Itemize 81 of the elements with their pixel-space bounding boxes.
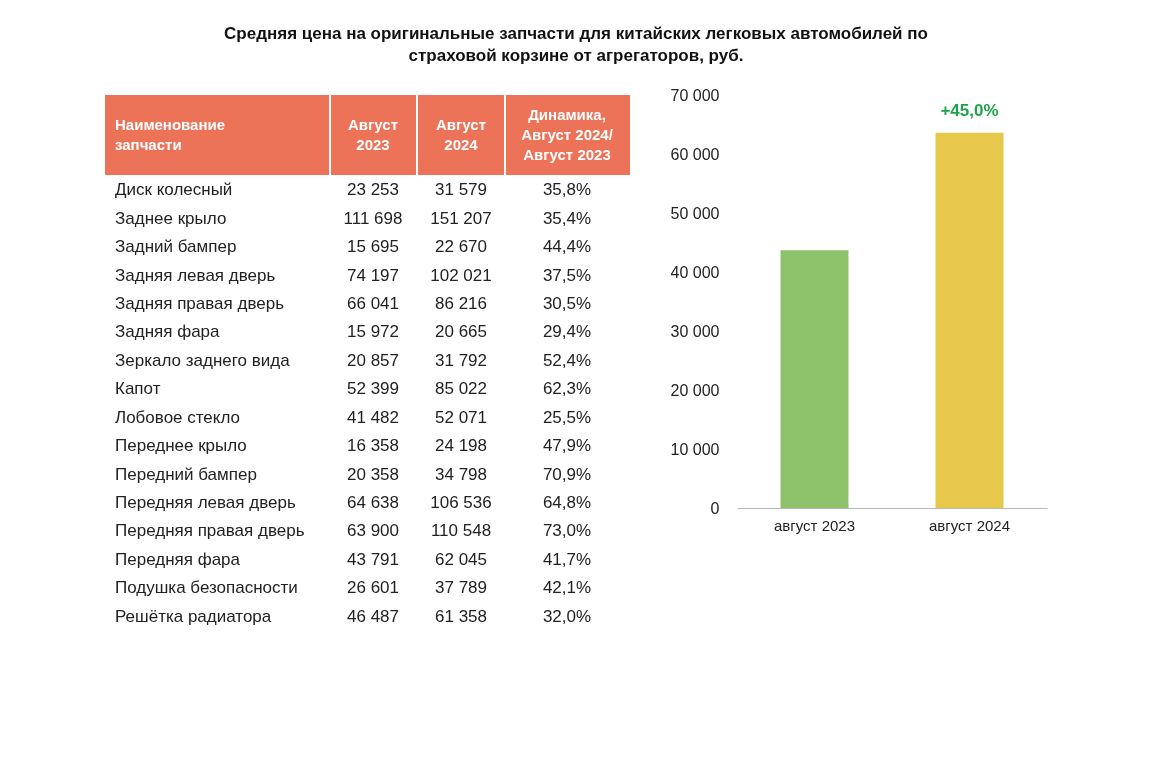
data-label: 47,9% [542,436,592,456]
data-label: 110 548 [430,521,492,541]
data-label: 73,0% [542,521,592,541]
data-label: 25,5% [542,407,592,427]
y-tick-label: 40 000 [670,263,720,281]
data-label: 20 665 [435,322,487,342]
category-label: Диск колесный [115,180,233,200]
data-label: 15 695 [347,237,399,257]
data-label: 102 021 [430,265,492,285]
data-label: 63 900 [347,521,399,541]
y-tick-label: 60 000 [670,145,720,163]
y-tick-label: 70 000 [670,86,720,104]
data-label: 66 041 [347,293,399,313]
category-label: Задняя левая дверь [115,265,276,285]
data-label: 86 216 [435,293,487,313]
category-label: Передний бампер [115,464,257,484]
y-tick-label: 20 000 [670,381,720,399]
data-label: 74 197 [347,265,399,285]
data-label: 62 045 [435,549,487,569]
data-label: 20 358 [347,464,399,484]
data-label: 52 399 [347,379,399,399]
data-label: 64 638 [347,493,399,513]
data-label: 20 857 [347,350,399,370]
category-label: Задняя правая дверь [115,293,285,313]
category-label: Лобовое стекло [115,407,241,427]
data-label: 62,3% [542,379,592,399]
data-label: 111 698 [343,208,403,228]
category-label: Передняя правая дверь [115,521,305,541]
text: Август 2023 [348,116,398,153]
data-label: 52 071 [435,407,487,427]
data-label: 30,5% [542,293,592,313]
data-label: 64,8% [542,493,592,513]
data-label: 31 579 [435,180,487,200]
data-label: 22 670 [435,237,487,257]
data-label: 23 253 [347,180,399,200]
category-label: Зеркало заднего вида [115,350,291,370]
category-label: Передняя левая дверь [115,493,296,513]
category-label: Подушка безопасности [115,578,298,598]
category-label: Капот [115,379,161,399]
text: Средняя цена на оригинальные запчасти для китайских легковых автомобилей по страховой корзине от агрегаторов, руб. [224,24,928,65]
text: Динамика, Август 2024/ [521,106,613,143]
data-label: 41,7% [542,549,592,569]
data-label: 35,8% [542,180,592,200]
data-label: 24 198 [435,436,487,456]
category-label: Заднее крыло [115,208,227,228]
data-label: 70,9% [542,464,592,484]
annotation: +45,0% [940,100,999,120]
x-tick-label: август 2024 [928,516,1011,534]
y-tick-label: 0 [710,499,720,517]
data-label: 34 798 [435,464,487,484]
data-label: 52,4% [542,350,592,370]
x-tick-label: август 2023 [773,516,856,534]
data-label: 44,4% [542,237,592,257]
data-label: 37,5% [542,265,592,285]
data-label: 61 358 [435,606,487,626]
data-label: 106 536 [430,493,492,513]
data-label: 37 789 [435,578,487,598]
text: Август 2023 [523,146,611,163]
text: Наименование запчасти [115,116,226,153]
data-label: 46 487 [347,606,399,626]
data-label: 85 022 [435,379,487,399]
category-label: Передняя фара [115,549,241,569]
text: Август 2024 [436,116,486,153]
category-label: Задний бампер [115,237,237,257]
y-tick-label: 50 000 [670,204,720,222]
data-label: 16 358 [347,436,399,456]
data-label: 31 792 [435,350,487,370]
y-tick-label: 30 000 [670,322,720,340]
category-label: Задняя фара [115,322,221,342]
data-label: 42,1% [542,578,592,598]
data-label: 151 207 [430,208,492,228]
y-tick-label: 10 000 [670,440,720,458]
data-label: 15 972 [347,322,399,342]
data-label: 29,4% [542,322,592,342]
data-label: 35,4% [542,208,592,228]
data-label: 41 482 [347,407,399,427]
data-label: 26 601 [347,578,399,598]
category-label: Переднее крыло [115,436,247,456]
data-label: 43 791 [347,549,399,569]
data-label: 32,0% [542,606,592,626]
category-label: Решётка радиатора [115,606,272,626]
